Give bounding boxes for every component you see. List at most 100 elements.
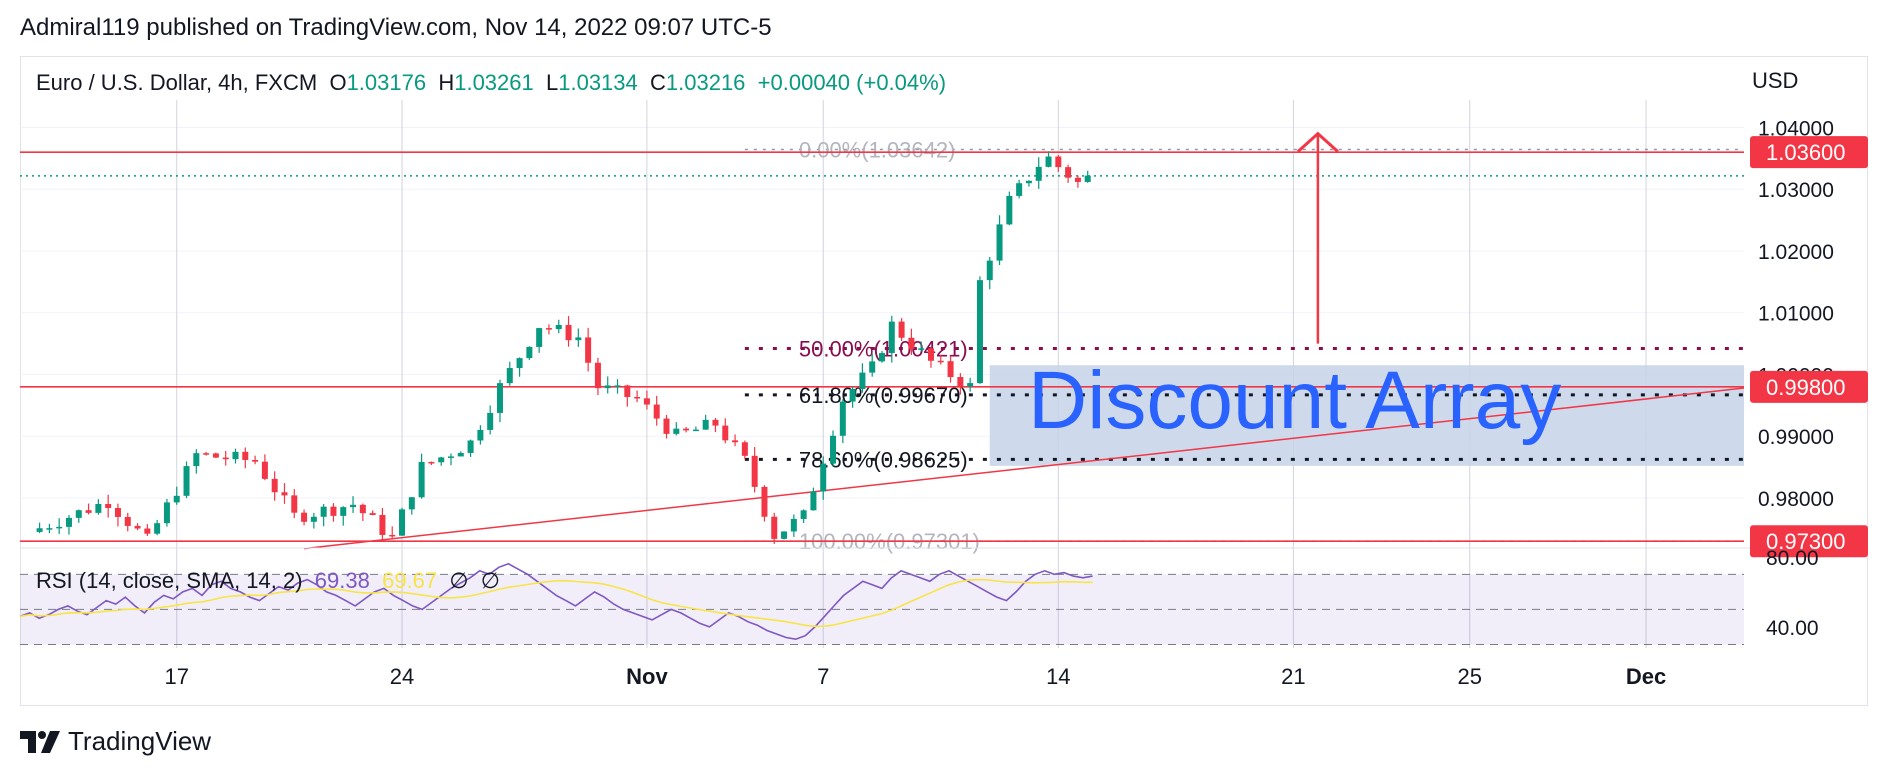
fib-level-label: 0.00%(1.03642) [799, 138, 956, 163]
candle-body [163, 502, 170, 524]
x-tick-label: 21 [1281, 664, 1305, 689]
candle-body [457, 452, 464, 457]
trendline [303, 387, 1745, 550]
candle-body [771, 516, 778, 539]
candle-body [957, 377, 964, 387]
candle-body [252, 459, 259, 462]
candle-body [154, 523, 161, 534]
candle-body [741, 442, 748, 456]
candle-body [310, 516, 317, 522]
candle-body [134, 525, 141, 529]
candle-body [702, 419, 709, 430]
candle-body [986, 260, 993, 281]
candle-body [389, 534, 396, 537]
candle-body [536, 328, 543, 347]
candle-body [751, 455, 758, 487]
low-value: 1.03134 [558, 70, 638, 95]
candle-body [820, 463, 827, 492]
empty-set-icon: ∅ [449, 568, 469, 593]
candle-body [614, 385, 621, 387]
rsi-sma-line [19, 578, 1093, 628]
candle-body [526, 346, 533, 359]
candle-body [95, 503, 102, 513]
candle-body [888, 321, 895, 354]
tradingview-logo-icon [20, 730, 60, 753]
candle-body [1016, 183, 1023, 196]
candle-body [359, 504, 366, 514]
candle-body [144, 528, 151, 534]
candle-body [1045, 156, 1052, 167]
high-label: H [438, 70, 455, 95]
candle-body [124, 516, 131, 526]
tradingview-brand: TradingView [68, 726, 212, 756]
candle-body [594, 362, 601, 389]
price-level-badge [1750, 525, 1868, 558]
candle-body [340, 507, 347, 516]
candle-body [75, 510, 82, 518]
candle-body [585, 337, 592, 363]
price-level-badge-label: 0.99800 [1766, 375, 1846, 400]
candle-body [114, 508, 121, 517]
candle-body [624, 385, 631, 398]
candle-body [232, 451, 239, 460]
candle-body [1055, 156, 1062, 168]
candle-body [996, 224, 1003, 261]
candle-body [947, 361, 954, 378]
currency-label: USD [1752, 68, 1798, 93]
price-level-badge-label: 1.03600 [1766, 140, 1846, 165]
y-tick-label: 0.99000 [1758, 426, 1834, 449]
candle-body [46, 528, 53, 530]
candle-body [869, 361, 876, 373]
candle-body [879, 353, 885, 362]
rsi-y-tick-label: 40.00 [1766, 617, 1819, 640]
rsi-label: RSI (14, close, SMA, 14, 2) [36, 568, 303, 593]
close-label: C [650, 70, 666, 95]
candle-body [418, 461, 425, 498]
candle-body [448, 456, 454, 458]
ohlc-legend: Euro / U.S. Dollar, 4h, FXCM O1.03176 H1… [36, 70, 946, 96]
candle-body [1006, 195, 1013, 225]
candle-body [712, 419, 719, 426]
low-label: L [545, 70, 559, 95]
tradingview-logo[interactable]: TradingView [20, 726, 211, 757]
candle-body [565, 324, 572, 341]
candle-body [36, 528, 43, 532]
candle-body [967, 383, 974, 387]
candle-body [516, 358, 523, 369]
x-tick-label: 25 [1457, 664, 1481, 689]
price-level-badge-label: 0.97300 [1766, 529, 1846, 554]
candle-body [976, 280, 983, 384]
candle-body [790, 518, 797, 532]
candle-body [212, 453, 219, 458]
fib-level-label: 78.60%(0.98625) [799, 447, 968, 472]
x-tick-label: 17 [164, 664, 188, 689]
candle-body [261, 461, 268, 479]
y-tick-label: 1.04000 [1758, 117, 1834, 140]
candle-body [438, 457, 445, 463]
candle-body [634, 397, 641, 399]
candle-body [222, 457, 229, 460]
discount-array-box [989, 365, 1744, 466]
candle-body [1035, 166, 1042, 181]
x-tick-label: 14 [1046, 664, 1070, 689]
candle-body [183, 466, 190, 496]
open-label: O [329, 70, 347, 95]
candle-body [193, 453, 200, 467]
candle-body [859, 372, 866, 389]
x-tick-label: Dec [1626, 664, 1666, 689]
candle-body [555, 324, 562, 330]
candle-body [85, 510, 92, 513]
y-tick-label: 1.03000 [1758, 179, 1834, 202]
candle-body [408, 497, 415, 510]
candle-body [203, 453, 210, 455]
candle-body [320, 506, 327, 517]
candle-body [1084, 175, 1091, 182]
y-tick-label: 1.02000 [1758, 241, 1834, 264]
x-tick-label: 24 [390, 664, 414, 689]
candle-body [839, 401, 846, 436]
candle-body [291, 495, 298, 513]
candle-body [1065, 167, 1072, 178]
candle-body [301, 512, 308, 522]
candle-body [1074, 177, 1081, 182]
